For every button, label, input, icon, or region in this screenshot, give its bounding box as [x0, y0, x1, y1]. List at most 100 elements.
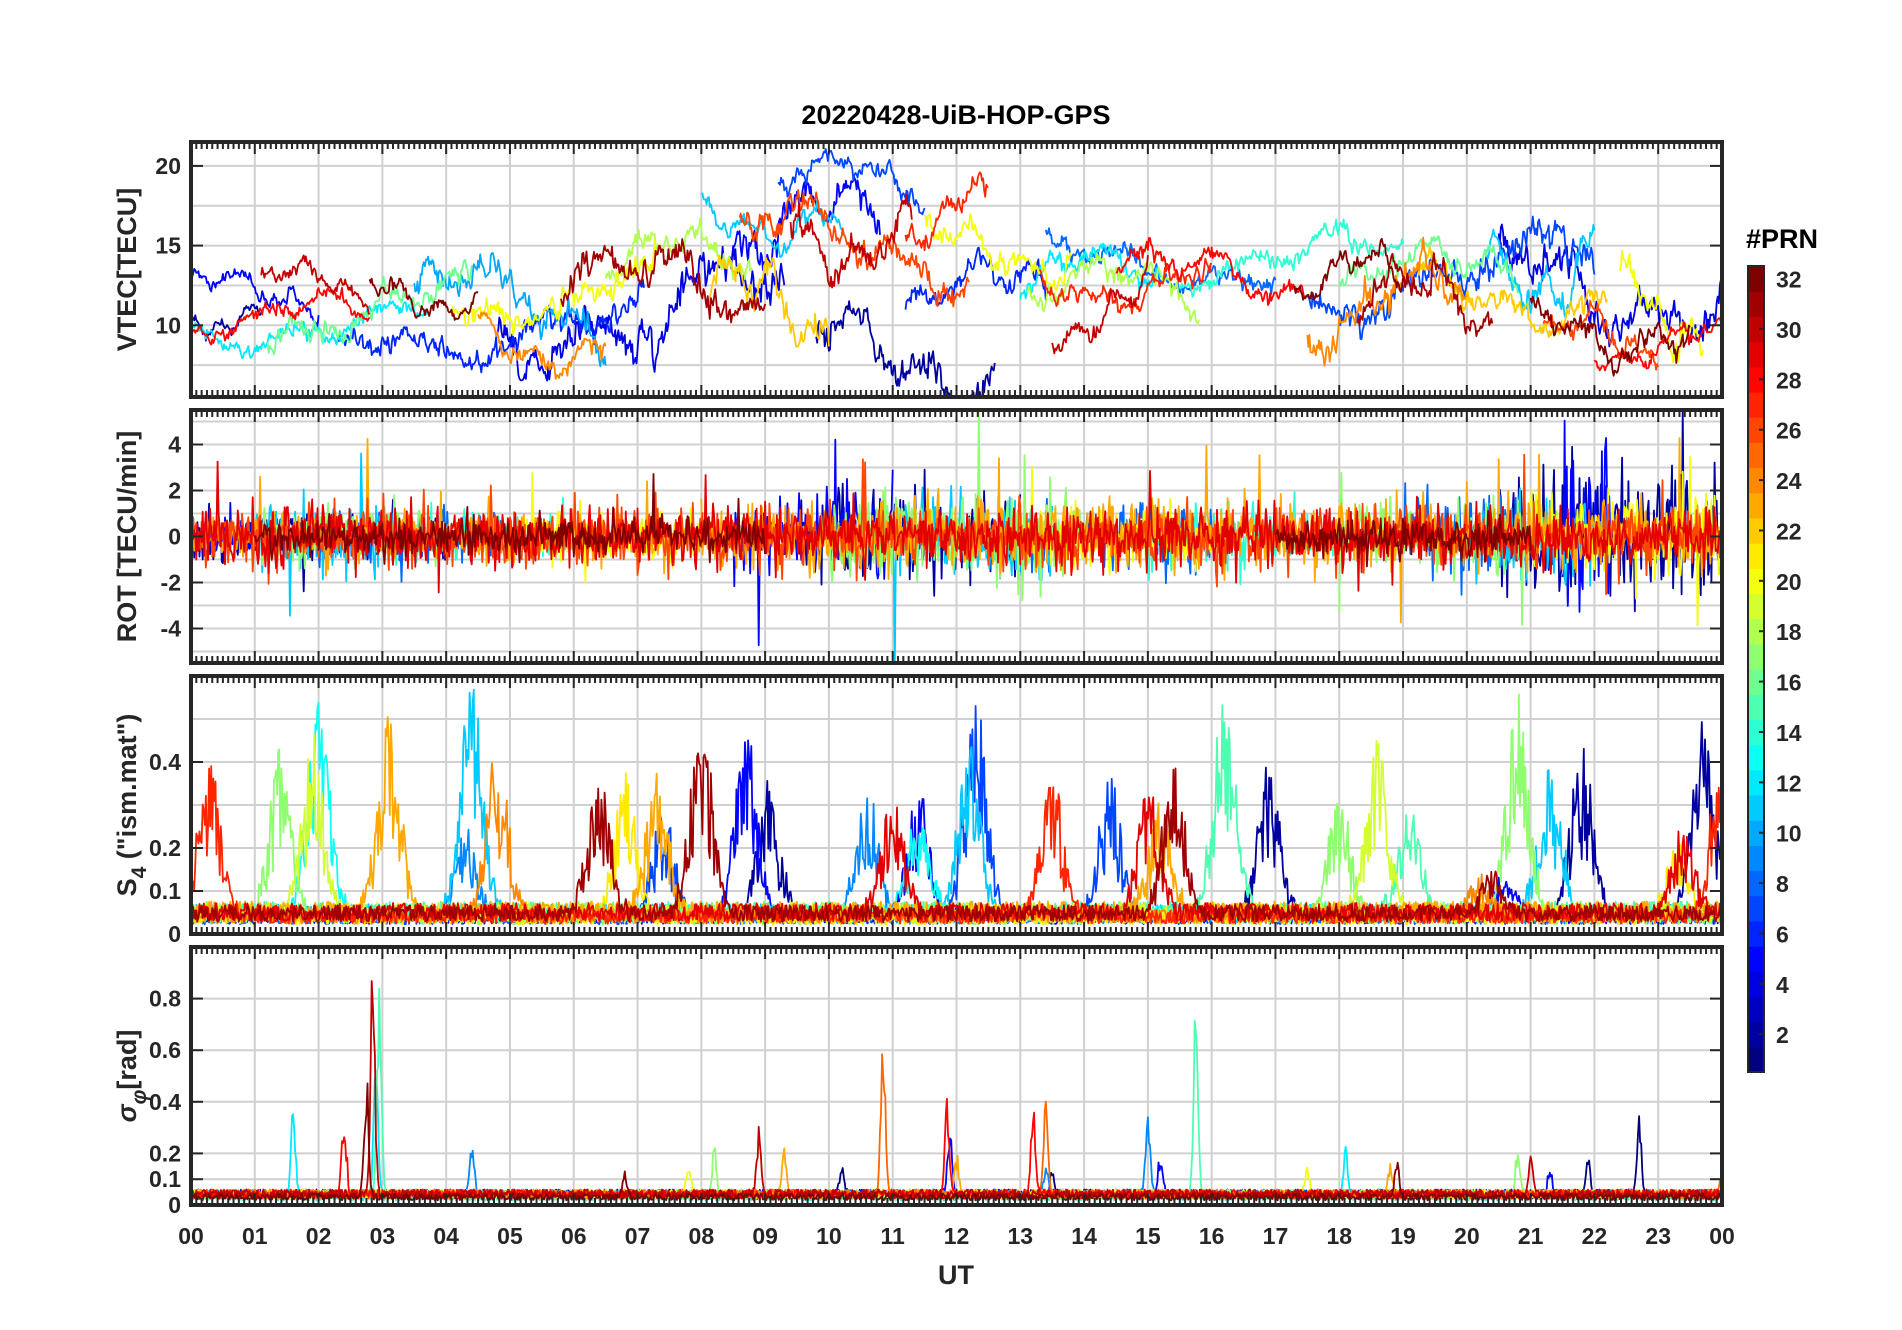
colorbar-swatch [1748, 719, 1764, 746]
series-line-prn-6 [336, 278, 645, 374]
series-line-prn-5 [191, 267, 320, 327]
panel-1: 10 15 20 VTEC[TECU] [112, 140, 1724, 399]
colorbar-swatch [1748, 996, 1764, 1023]
series-line-prn-5 [732, 176, 881, 272]
y-tick-label: 0.8 [149, 986, 181, 1012]
colorbar-tick-label: 32 [1776, 267, 1802, 293]
colorbar-swatch [1748, 820, 1764, 846]
colorbar-swatch [1748, 794, 1764, 821]
series-line-prn-30 [1051, 255, 1149, 355]
y-axis-label: VTEC[TECU] [112, 188, 142, 352]
series-line-prn-2 [1497, 410, 1722, 613]
series-line-prn-30 [260, 254, 371, 315]
y-tick-label: 10 [155, 312, 181, 338]
x-tick-label: 16 [1199, 1223, 1225, 1249]
colorbar-tick-label: 12 [1776, 770, 1802, 796]
series-line-prn-32 [1293, 237, 1404, 301]
y-axis-label: σφ[rad] [112, 1030, 151, 1123]
colorbar-title: #PRN [1746, 224, 1818, 254]
series-line-prn-32 [368, 276, 479, 321]
y-tick-label: 0.1 [149, 878, 181, 904]
x-axis-label: UT [938, 1260, 974, 1290]
panel-3: 00.10.20.4S4 ("ism.mat") [112, 674, 1724, 947]
y-tick-label: 0 [168, 921, 181, 947]
colorbar-swatch [1748, 316, 1764, 343]
x-tick-label: 10 [816, 1223, 842, 1249]
colorbar-swatch [1748, 618, 1764, 645]
series-line-prn-2 [191, 303, 263, 342]
series-line-prn-2 [815, 300, 996, 397]
colorbar-frame [1747, 265, 1765, 1073]
x-tick-label: 18 [1326, 1223, 1352, 1249]
x-tick-label: 02 [306, 1223, 332, 1249]
series-line-prn-32 [1529, 295, 1691, 377]
colorbar-tick-label: 18 [1776, 619, 1802, 645]
colorbar-swatch [1748, 870, 1764, 897]
colorbar-tick-label: 28 [1776, 367, 1802, 393]
panel-4: 00.10.2 0.4 0.6 0.8 σφ[rad] [112, 945, 1724, 1218]
colorbar-tick-label: 16 [1776, 670, 1802, 696]
colorbar-swatch [1748, 643, 1764, 670]
x-tick-label: 00 [1709, 1223, 1735, 1249]
series-line-prn-20 [451, 238, 658, 337]
x-tick-label: 21 [1518, 1223, 1544, 1249]
y-tick-label: 0.1 [149, 1166, 181, 1192]
y-axis-label-rest: ("ism.mat") [112, 714, 142, 867]
colorbar-tick-label: 4 [1776, 972, 1789, 998]
series-line-prn-26 [1542, 299, 1660, 371]
series-line-prn-12 [191, 300, 428, 359]
x-tick-label: 08 [689, 1223, 715, 1249]
series-line-prn-7 [777, 148, 926, 216]
series-line-prn-22 [706, 254, 830, 348]
series-line-prn-32 [1274, 509, 1532, 568]
series-line-prn-28 [191, 286, 371, 346]
y-tick-label: 0.4 [149, 1089, 181, 1115]
series-line-prn-27 [1038, 257, 1213, 315]
x-tick-label: 01 [242, 1223, 268, 1249]
series-line-prn-4 [496, 244, 786, 382]
series-line-prn-28 [1115, 237, 1308, 306]
colorbar-swatch [1748, 744, 1764, 771]
colorbar-swatch [1748, 593, 1764, 620]
colorbar-swatch [1748, 266, 1764, 292]
series-line-prn-24 [477, 311, 607, 380]
colorbar-swatch [1748, 895, 1764, 922]
colorbar-swatch [1748, 517, 1764, 544]
series-line-prn-11 [1485, 223, 1596, 319]
series-line-prn-27 [904, 171, 989, 252]
colorbar-swatch [1748, 769, 1764, 796]
colorbar-swatch [1748, 366, 1764, 393]
colorbar-swatch [1748, 442, 1764, 469]
tick-marks [190, 410, 1723, 663]
colorbar-swatch [1748, 467, 1764, 494]
series-line-prn-16 [1338, 235, 1519, 294]
y-axis-label: S4 ("ism.mat") [112, 714, 151, 897]
x-tick-label: 19 [1390, 1223, 1416, 1249]
colorbar-swatch [1748, 1021, 1764, 1048]
colorbar-swatch [1748, 291, 1764, 317]
traces [191, 410, 1722, 663]
colorbar-tick-label: 10 [1776, 821, 1802, 847]
colorbar-swatch [1748, 971, 1764, 998]
chart-title: 20220428-UiB-HOP-GPS [801, 100, 1110, 130]
colorbar-swatch [1748, 946, 1764, 972]
x-tick-label: 23 [1645, 1223, 1671, 1249]
x-tick-label: 03 [370, 1223, 396, 1249]
colorbar-swatch [1748, 1046, 1764, 1073]
tick-marks [190, 947, 1723, 1206]
colorbar-swatch [1748, 543, 1764, 569]
colorbar-tick-label: 30 [1776, 317, 1802, 343]
x-tick-label: 20 [1454, 1223, 1480, 1249]
colorbar-swatch [1748, 694, 1764, 720]
panel-2: -4 -2 0 2 4 ROT [TECU/min] [112, 408, 1724, 665]
y-tick-label: 0 [168, 1192, 181, 1218]
y-tick-label: 15 [155, 233, 181, 259]
x-tick-label: 07 [625, 1223, 651, 1249]
x-tick-label: 12 [944, 1223, 970, 1249]
y-tick-label: 0.2 [149, 835, 181, 861]
series-line-prn-28 [1593, 317, 1722, 372]
series-line-prn-31 [1357, 252, 1494, 338]
